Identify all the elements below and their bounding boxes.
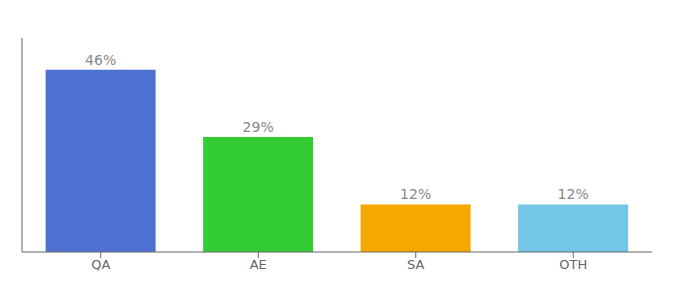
svg-text:SA: SA [407, 257, 424, 272]
svg-text:OTH: OTH [559, 257, 587, 272]
svg-text:AE: AE [250, 257, 267, 272]
svg-text:12%: 12% [558, 186, 589, 202]
svg-text:46%: 46% [85, 52, 116, 68]
svg-text:12%: 12% [400, 186, 431, 202]
svg-text:QA: QA [91, 257, 110, 272]
svg-text:29%: 29% [243, 119, 274, 135]
